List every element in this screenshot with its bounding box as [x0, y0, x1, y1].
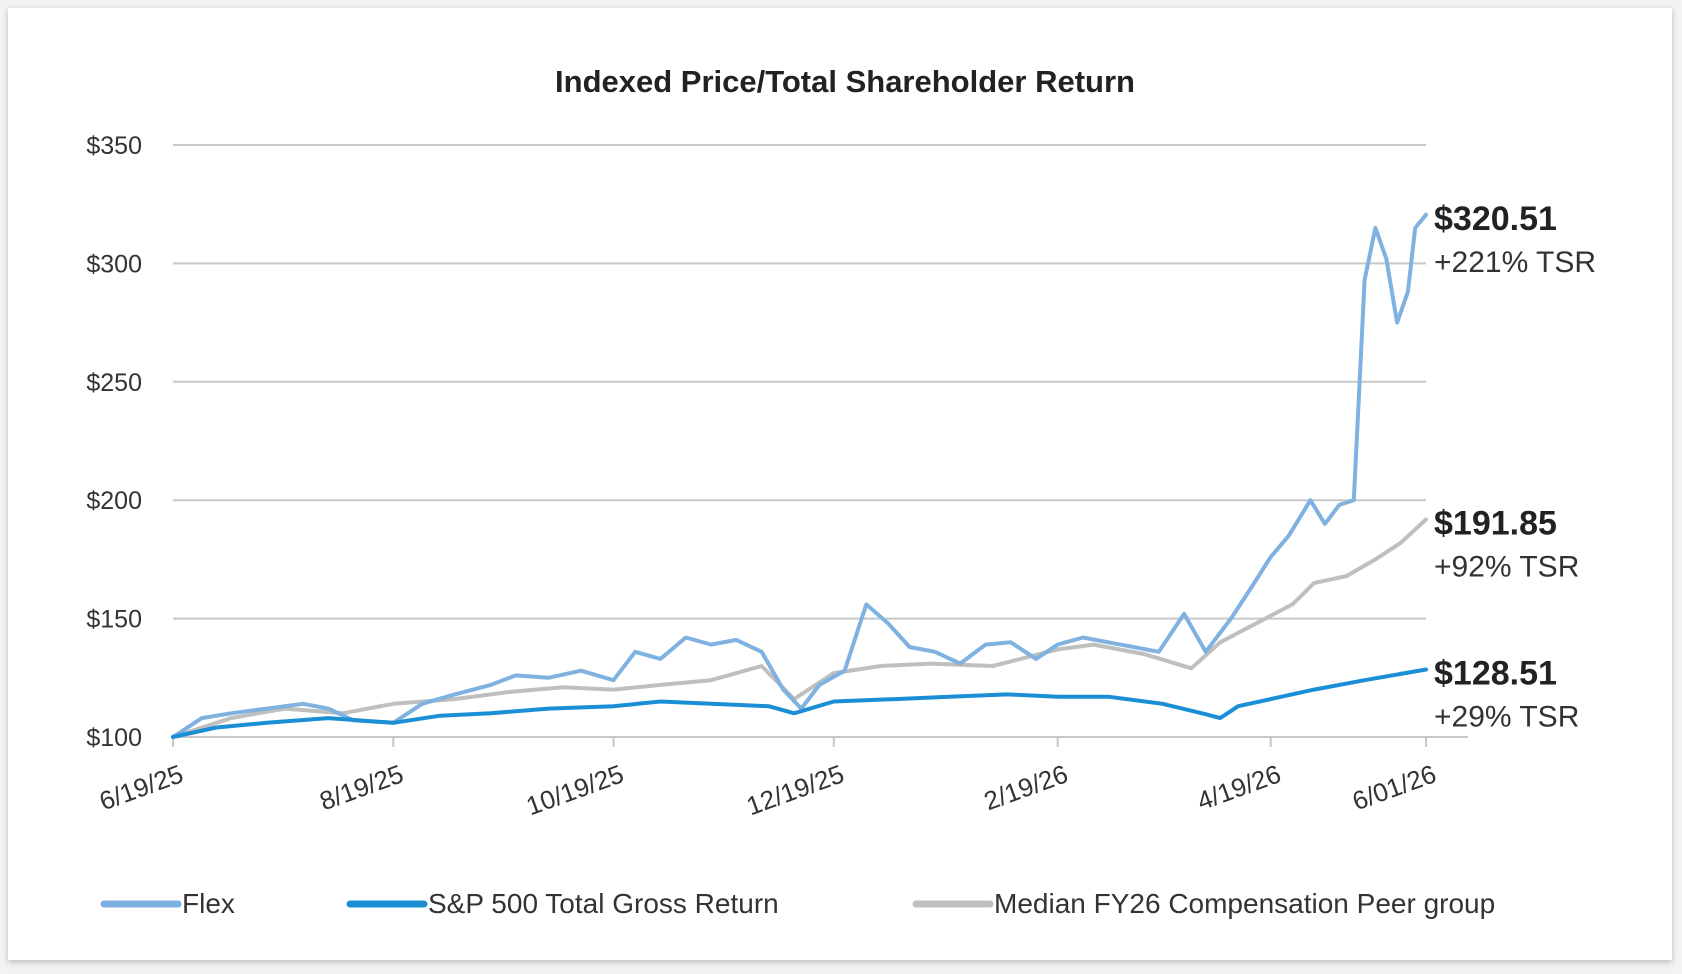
series-line — [171, 667, 1428, 739]
x-tick-label: 12/19/25 — [742, 758, 847, 821]
end-value-label: $320.51 — [1434, 200, 1557, 238]
y-tick-label: $200 — [86, 487, 142, 515]
legend: Flex S&P 500 Total Gross Return Median FY2… — [100, 888, 1495, 919]
end-value-label: $128.51 — [1434, 654, 1557, 692]
series-line — [171, 212, 1428, 739]
y-tick-label: $350 — [86, 132, 142, 160]
gridlines — [173, 144, 1426, 620]
legend-label: S&P 500 Total Gross Return — [428, 888, 779, 919]
y-axis-ticks: $100 $150 $200 $250 $300 $350 — [86, 132, 142, 752]
end-tsr-label: +92% TSR — [1434, 550, 1579, 583]
chart-card — [8, 8, 1672, 960]
y-tick-label: $300 — [86, 250, 142, 278]
series-lines — [171, 212, 1428, 739]
y-tick-label: $250 — [86, 369, 142, 397]
y-tick-label: $150 — [86, 606, 142, 634]
legend-label: Flex — [182, 888, 235, 919]
x-axis: 6/19/25 8/19/25 10/19/25 12/19/25 2/19/26 4/1… — [95, 736, 1468, 821]
end-value-label: $191.85 — [1434, 504, 1557, 542]
x-tick-label: 6/01/26 — [1348, 758, 1440, 816]
chart-title: Indexed Price/Total Shareholder Return — [555, 64, 1135, 99]
x-tick-label: 6/19/25 — [95, 758, 187, 816]
x-tick-label: 4/19/26 — [1193, 758, 1285, 816]
x-tick-label: 8/19/25 — [316, 758, 408, 816]
x-tick-label: 2/19/26 — [980, 758, 1072, 816]
legend-label: Median FY26 Compensation Peer group — [994, 888, 1495, 919]
end-tsr-label: +29% TSR — [1434, 700, 1579, 733]
end-tsr-label: +221% TSR — [1434, 246, 1596, 279]
end-labels: $320.51 +221% TSR $128.51 +29% TSR $191.85 +9… — [1434, 200, 1596, 734]
x-tick-label: 10/19/25 — [522, 758, 627, 821]
y-tick-label: $100 — [86, 724, 142, 752]
